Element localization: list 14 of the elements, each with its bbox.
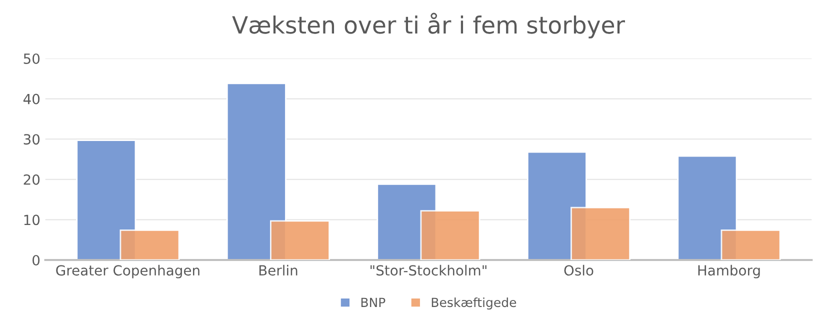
y-tick-label: 10 bbox=[24, 214, 40, 226]
x-tick-label: Hamborg bbox=[698, 264, 760, 278]
y-tick-label: 50 bbox=[24, 53, 40, 64]
x-tick-label: Greater Copenhagen bbox=[56, 264, 200, 278]
chart-title: Væksten over ti år i fem storbyer bbox=[232, 12, 626, 38]
x-tick-label: Oslo bbox=[564, 264, 594, 276]
y-tick-label: 20 bbox=[24, 174, 40, 185]
legend-label: BNP bbox=[361, 298, 386, 307]
x-tick-label: "Stor-Stockholm" bbox=[370, 264, 486, 276]
x-tick-label: Berlin bbox=[259, 264, 298, 276]
y-tick-label: 0 bbox=[32, 254, 40, 266]
legend-label: Beskæftigede bbox=[432, 297, 516, 310]
y-tick-label: 40 bbox=[23, 94, 40, 104]
y-tick-label: 30 bbox=[24, 134, 40, 145]
